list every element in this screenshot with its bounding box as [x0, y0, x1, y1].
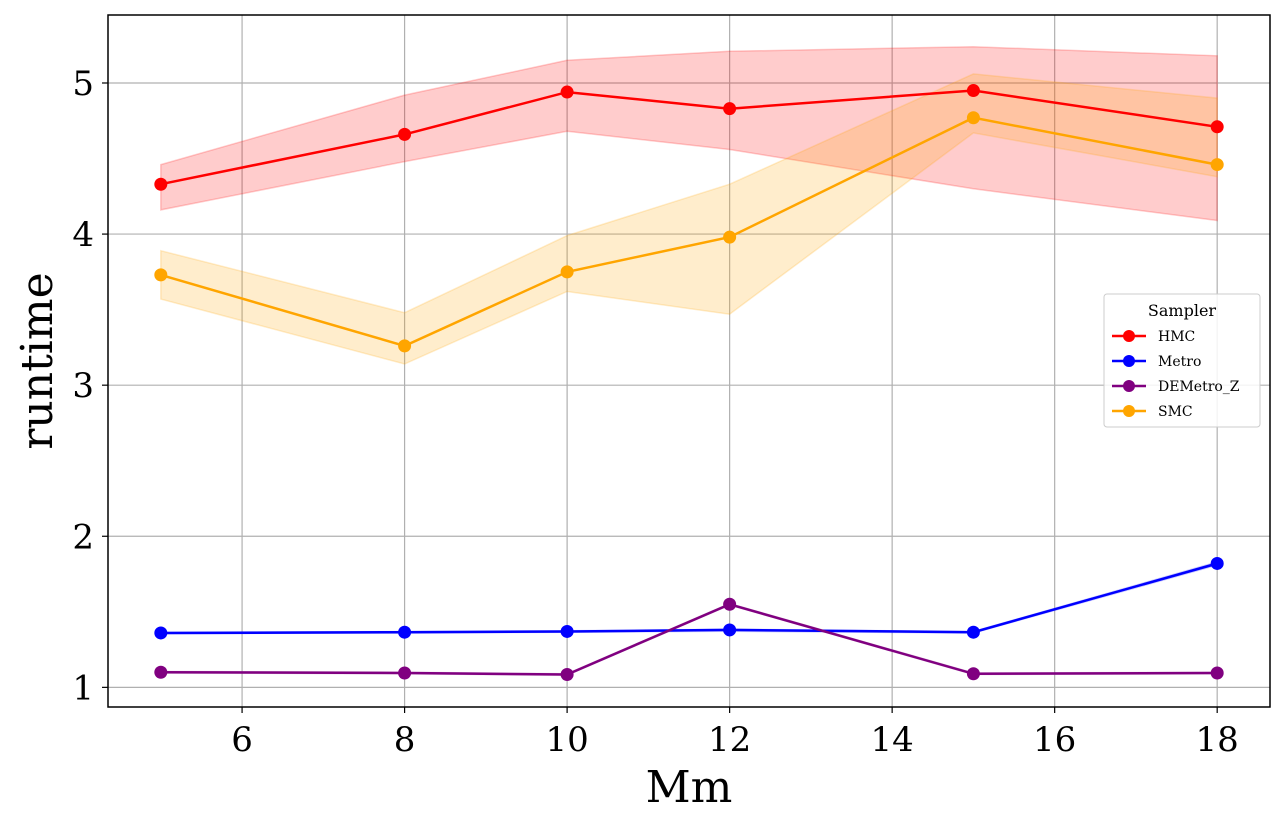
series-markers	[154, 84, 1224, 682]
series-lines	[160, 89, 1218, 676]
legend-box	[1103, 293, 1261, 428]
y-tick-label: 4	[72, 215, 94, 255]
hmc-point	[154, 177, 168, 191]
smc-line	[160, 116, 1218, 348]
legend-marker-metro	[1123, 355, 1135, 367]
smc-band	[160, 73, 1218, 365]
legend-label-demetro-z: DEMetro_Z	[1158, 379, 1240, 395]
x-tick-label: 14	[871, 720, 914, 760]
x-tick-label: 12	[708, 720, 751, 760]
metro-point	[398, 625, 412, 639]
demetro-z-point	[723, 597, 737, 611]
demetro-z-point	[560, 668, 574, 682]
demetro-z-point	[398, 666, 412, 680]
metro-point	[1210, 556, 1224, 570]
grid	[108, 15, 1270, 707]
smc-point	[154, 268, 168, 282]
y-tick-label: 5	[72, 64, 94, 104]
metro-point	[560, 624, 574, 638]
x-tick-label: 6	[231, 720, 253, 760]
legend-marker-demetro-z	[1123, 380, 1135, 392]
hmc-line	[160, 89, 1218, 186]
demetro-z-point	[966, 667, 980, 681]
legend: Sampler HMC Metro DEMetro_Z SMC	[1103, 293, 1261, 428]
x-axis-label: Mm	[646, 762, 733, 813]
x-tick-label: 18	[1196, 720, 1239, 760]
y-axis-label: runtime	[12, 272, 63, 449]
hmc-point	[1210, 120, 1224, 134]
demetro-z-line	[160, 602, 1218, 676]
smc-point	[1210, 158, 1224, 172]
hmc-band	[160, 45, 1218, 222]
metro-line	[160, 562, 1218, 635]
plot-frame	[107, 14, 1271, 708]
hmc-point	[723, 102, 737, 116]
legend-label-smc: SMC	[1158, 404, 1193, 420]
y-tick-label: 2	[72, 517, 94, 557]
x-tick-label: 16	[1033, 720, 1076, 760]
smc-point	[560, 265, 574, 279]
legend-title: Sampler	[1148, 301, 1217, 320]
metro-point	[723, 623, 737, 637]
legend-label-hmc: HMC	[1158, 329, 1195, 345]
y-tick-label: 3	[72, 366, 94, 406]
x-tick-label: 8	[394, 720, 416, 760]
legend-label-metro: Metro	[1158, 354, 1201, 370]
hmc-point	[560, 85, 574, 99]
smc-point	[723, 230, 737, 244]
hmc-point	[398, 127, 412, 141]
hmc-point	[966, 84, 980, 98]
demetro-z-point	[1210, 666, 1224, 680]
legend-marker-smc	[1123, 405, 1135, 417]
smc-point	[966, 111, 980, 125]
demetro-z-point	[154, 665, 168, 679]
metro-point	[966, 625, 980, 639]
legend-marker-hmc	[1123, 330, 1135, 342]
x-tick-label: 10	[545, 720, 588, 760]
smc-point	[398, 339, 412, 353]
y-tick-label: 1	[72, 668, 94, 708]
metro-point	[154, 626, 168, 640]
